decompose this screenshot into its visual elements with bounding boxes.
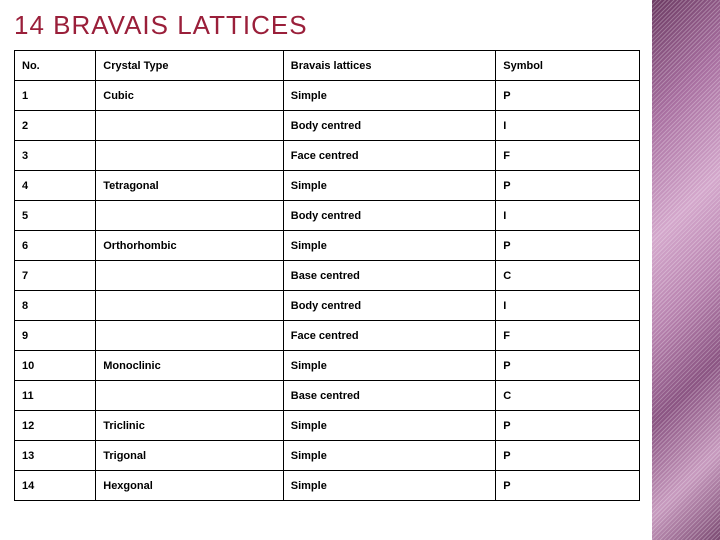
cell-no: 1: [15, 81, 96, 111]
cell-crystal: Orthorhombic: [96, 231, 284, 261]
cell-no: 11: [15, 381, 96, 411]
col-header-lattice: Bravais lattices: [283, 51, 496, 81]
cell-no: 9: [15, 321, 96, 351]
col-header-crystal: Crystal Type: [96, 51, 284, 81]
cell-crystal: Triclinic: [96, 411, 284, 441]
cell-symbol: P: [496, 411, 640, 441]
cell-symbol: F: [496, 321, 640, 351]
cell-crystal: Monoclinic: [96, 351, 284, 381]
table-row: 2 Body centredI: [15, 111, 640, 141]
cell-symbol: C: [496, 381, 640, 411]
bravais-table-container: No. Crystal Type Bravais lattices Symbol…: [14, 50, 640, 501]
cell-no: 12: [15, 411, 96, 441]
cell-lattice: Body centred: [283, 201, 496, 231]
cell-no: 6: [15, 231, 96, 261]
table-row: 12TriclinicSimpleP: [15, 411, 640, 441]
cell-symbol: P: [496, 231, 640, 261]
col-header-no: No.: [15, 51, 96, 81]
cell-lattice: Simple: [283, 231, 496, 261]
cell-no: 5: [15, 201, 96, 231]
cell-no: 8: [15, 291, 96, 321]
table-row: 3 Face centredF: [15, 141, 640, 171]
cell-lattice: Simple: [283, 81, 496, 111]
cell-crystal: [96, 261, 284, 291]
cell-symbol: P: [496, 351, 640, 381]
cell-symbol: C: [496, 261, 640, 291]
cell-symbol: I: [496, 291, 640, 321]
cell-symbol: I: [496, 201, 640, 231]
col-header-symbol: Symbol: [496, 51, 640, 81]
cell-symbol: P: [496, 441, 640, 471]
table-row: 9 Face centredF: [15, 321, 640, 351]
cell-lattice: Simple: [283, 171, 496, 201]
cell-lattice: Body centred: [283, 111, 496, 141]
table-header-row: No. Crystal Type Bravais lattices Symbol: [15, 51, 640, 81]
table-row: 6OrthorhombicSimpleP: [15, 231, 640, 261]
cell-symbol: P: [496, 471, 640, 501]
cell-no: 7: [15, 261, 96, 291]
table-row: 14HexgonalSimpleP: [15, 471, 640, 501]
cell-crystal: Trigonal: [96, 441, 284, 471]
cell-no: 4: [15, 171, 96, 201]
bravais-table: No. Crystal Type Bravais lattices Symbol…: [14, 50, 640, 501]
cell-symbol: I: [496, 111, 640, 141]
cell-no: 10: [15, 351, 96, 381]
cell-crystal: [96, 111, 284, 141]
cell-crystal: [96, 291, 284, 321]
cell-lattice: Simple: [283, 471, 496, 501]
cell-lattice: Base centred: [283, 381, 496, 411]
cell-lattice: Simple: [283, 411, 496, 441]
table-row: 7 Base centredC: [15, 261, 640, 291]
cell-crystal: [96, 381, 284, 411]
table-row: 10MonoclinicSimpleP: [15, 351, 640, 381]
cell-crystal: [96, 321, 284, 351]
table-row: 5 Body centredI: [15, 201, 640, 231]
cell-lattice: Body centred: [283, 291, 496, 321]
table-row: 8 Body centredI: [15, 291, 640, 321]
cell-symbol: P: [496, 171, 640, 201]
cell-lattice: Face centred: [283, 141, 496, 171]
table-row: 1CubicSimpleP: [15, 81, 640, 111]
cell-no: 2: [15, 111, 96, 141]
cell-no: 13: [15, 441, 96, 471]
cell-crystal: Hexgonal: [96, 471, 284, 501]
table-body: 1CubicSimpleP 2Body centredI 3Face centr…: [15, 81, 640, 501]
decorative-side-strip: [652, 0, 720, 540]
cell-lattice: Simple: [283, 351, 496, 381]
cell-symbol: P: [496, 81, 640, 111]
table-row: 4TetragonalSimpleP: [15, 171, 640, 201]
cell-no: 3: [15, 141, 96, 171]
cell-symbol: F: [496, 141, 640, 171]
slide-title: 14 BRAVAIS LATTICES: [14, 10, 308, 41]
cell-lattice: Base centred: [283, 261, 496, 291]
table-row: 11 Base centredC: [15, 381, 640, 411]
cell-crystal: Tetragonal: [96, 171, 284, 201]
cell-no: 14: [15, 471, 96, 501]
cell-crystal: [96, 141, 284, 171]
cell-lattice: Simple: [283, 441, 496, 471]
cell-lattice: Face centred: [283, 321, 496, 351]
cell-crystal: Cubic: [96, 81, 284, 111]
table-row: 13TrigonalSimpleP: [15, 441, 640, 471]
cell-crystal: [96, 201, 284, 231]
